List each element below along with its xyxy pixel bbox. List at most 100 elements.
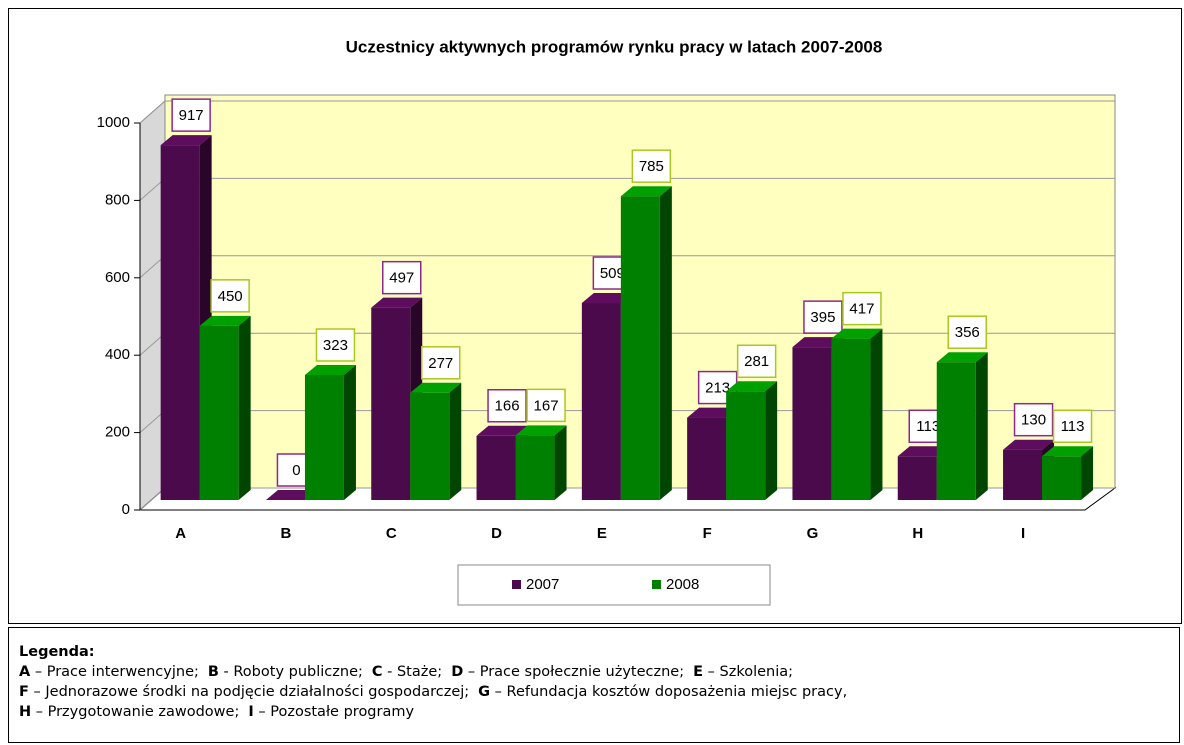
bar bbox=[897, 456, 937, 500]
data-label: 277 bbox=[428, 355, 453, 372]
data-label: 0 bbox=[292, 462, 300, 479]
data-label: 167 bbox=[534, 397, 559, 414]
bar bbox=[199, 325, 239, 500]
chart-title: Uczestnicy aktywnych programów rynku pra… bbox=[346, 37, 883, 56]
y-tick-label: 0 bbox=[122, 501, 130, 518]
note-text: - Roboty publiczne; bbox=[223, 664, 363, 680]
notes-line: H – Przygotowanie zawodowe; I – Pozostałe… bbox=[19, 702, 1179, 722]
x-tick-label: A bbox=[175, 525, 186, 542]
note-text: – Szkolenia; bbox=[707, 664, 794, 680]
bar-top bbox=[371, 297, 423, 308]
notes-line: F – Jednorazowe środki na podjęcie dział… bbox=[19, 682, 1179, 702]
bar-top bbox=[199, 315, 251, 326]
note-key: H bbox=[19, 704, 32, 720]
bar-top bbox=[726, 381, 778, 392]
bar bbox=[581, 303, 621, 500]
bar-top bbox=[936, 352, 988, 363]
legend-swatch bbox=[652, 580, 661, 589]
legend-swatch bbox=[512, 580, 521, 589]
bar bbox=[936, 362, 976, 500]
data-label-box bbox=[210, 279, 250, 313]
bar bbox=[1003, 449, 1043, 500]
data-label-box bbox=[631, 149, 672, 183]
bar-top bbox=[476, 425, 528, 436]
bar-top bbox=[620, 186, 672, 197]
data-label-box bbox=[842, 291, 882, 326]
x-tick-label: H bbox=[912, 525, 923, 542]
note-key: B bbox=[207, 664, 219, 680]
data-label: 917 bbox=[179, 107, 204, 124]
x-tick-label: D bbox=[491, 525, 502, 542]
x-tick-label: E bbox=[597, 525, 607, 542]
bar bbox=[410, 392, 450, 500]
bar bbox=[304, 374, 344, 500]
bar-side bbox=[870, 328, 883, 500]
note-text: – Pozostałe programy bbox=[258, 704, 415, 720]
data-label-box bbox=[315, 328, 356, 362]
data-label-box bbox=[421, 346, 461, 380]
bar-top bbox=[897, 446, 949, 457]
bar bbox=[371, 307, 411, 500]
note-text: – Prace interwencyjne; bbox=[34, 664, 199, 680]
bar-top bbox=[515, 425, 567, 436]
data-label: 497 bbox=[389, 270, 414, 287]
bar-side bbox=[449, 382, 462, 500]
data-label: 130 bbox=[1021, 412, 1046, 429]
data-label-box bbox=[803, 300, 843, 334]
note-key: E bbox=[693, 664, 704, 680]
y-tick-label: 1000 bbox=[97, 114, 130, 131]
data-label-box bbox=[1052, 409, 1093, 444]
y-tick-label: 800 bbox=[105, 191, 130, 208]
note-key: G bbox=[478, 684, 491, 700]
note-key: A bbox=[19, 664, 31, 680]
data-label-box bbox=[171, 98, 211, 132]
bar-side bbox=[238, 315, 251, 500]
data-label-box bbox=[487, 389, 527, 423]
data-label: 113 bbox=[1061, 418, 1085, 435]
bar-top bbox=[581, 293, 633, 304]
data-label: 395 bbox=[810, 309, 835, 326]
data-label-box bbox=[1013, 402, 1054, 437]
note-text: - Staże; bbox=[387, 664, 443, 680]
data-label: 417 bbox=[849, 301, 874, 318]
bar bbox=[476, 435, 516, 500]
legend-label: 2007 bbox=[526, 576, 559, 593]
note-text: – Refundacja kosztów doposażenia miejsc … bbox=[494, 684, 848, 700]
note-key: I bbox=[248, 704, 254, 720]
bar bbox=[687, 417, 727, 500]
data-label: 213 bbox=[705, 380, 730, 397]
bar bbox=[726, 391, 766, 500]
note-key: D bbox=[451, 664, 464, 680]
x-tick-label: B bbox=[281, 525, 292, 542]
data-label-box bbox=[526, 388, 566, 423]
bar-side bbox=[554, 425, 567, 500]
bar-top bbox=[831, 328, 883, 339]
data-label: 509 bbox=[600, 265, 625, 282]
data-label: 113 bbox=[916, 418, 940, 435]
note-text: – Prace społecznie użyteczne; bbox=[467, 664, 685, 680]
x-tick-label: G bbox=[807, 525, 819, 542]
bar-top bbox=[792, 337, 844, 348]
bar-top bbox=[687, 407, 739, 418]
data-label: 450 bbox=[218, 288, 243, 305]
bar-top bbox=[304, 364, 356, 375]
bar bbox=[515, 435, 555, 500]
bar-side bbox=[659, 186, 672, 500]
data-label-box bbox=[947, 315, 987, 349]
x-tick-label: F bbox=[703, 525, 712, 542]
note-key: F bbox=[19, 684, 29, 700]
bar-top bbox=[1042, 446, 1094, 457]
note-text: – Jednorazowe środki na podjęcie działal… bbox=[33, 684, 470, 700]
chart: Uczestnicy aktywnych programów rynku pra… bbox=[8, 8, 1182, 624]
bar bbox=[620, 196, 660, 500]
data-label-box bbox=[382, 260, 422, 295]
data-label: 785 bbox=[639, 158, 664, 175]
bar-side bbox=[975, 352, 988, 500]
bar-top bbox=[410, 382, 462, 393]
x-tick-label: I bbox=[1021, 525, 1025, 542]
note-text: – Przygotowanie zawodowe; bbox=[35, 704, 240, 720]
data-label: 356 bbox=[955, 324, 980, 341]
bar bbox=[1042, 456, 1082, 500]
bar bbox=[831, 338, 871, 500]
bar-side bbox=[343, 364, 356, 500]
